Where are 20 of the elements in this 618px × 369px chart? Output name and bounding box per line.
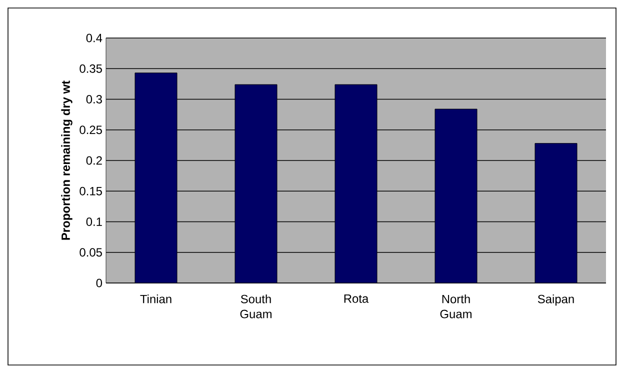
x-tick-label: Saipan [538,294,574,306]
y-tick-label: 0 [96,278,102,288]
bar [235,84,278,283]
x-tick-label: Rota [344,294,369,303]
y-tick-label: 0.1 [86,218,102,226]
y-axis-title: Proportion remaining dry wt [61,80,72,240]
y-tick-label: 0.3 [86,95,102,104]
y-tick-label: 0.15 [80,186,102,196]
y-tick-label: 0.2 [86,156,102,165]
y-tick-label: 0.35 [80,64,102,73]
bar [135,72,178,283]
y-tick-label: 0.05 [80,248,102,257]
x-tick-label: Tinian [140,294,172,304]
x-tick-label: North Guam [440,294,472,318]
x-tick-label: South Guam [240,294,272,318]
bar [335,84,378,283]
y-tick-label: 0.4 [86,34,102,42]
y-tick-label: 0.25 [80,126,102,134]
bar [534,143,578,283]
bar [435,109,478,283]
